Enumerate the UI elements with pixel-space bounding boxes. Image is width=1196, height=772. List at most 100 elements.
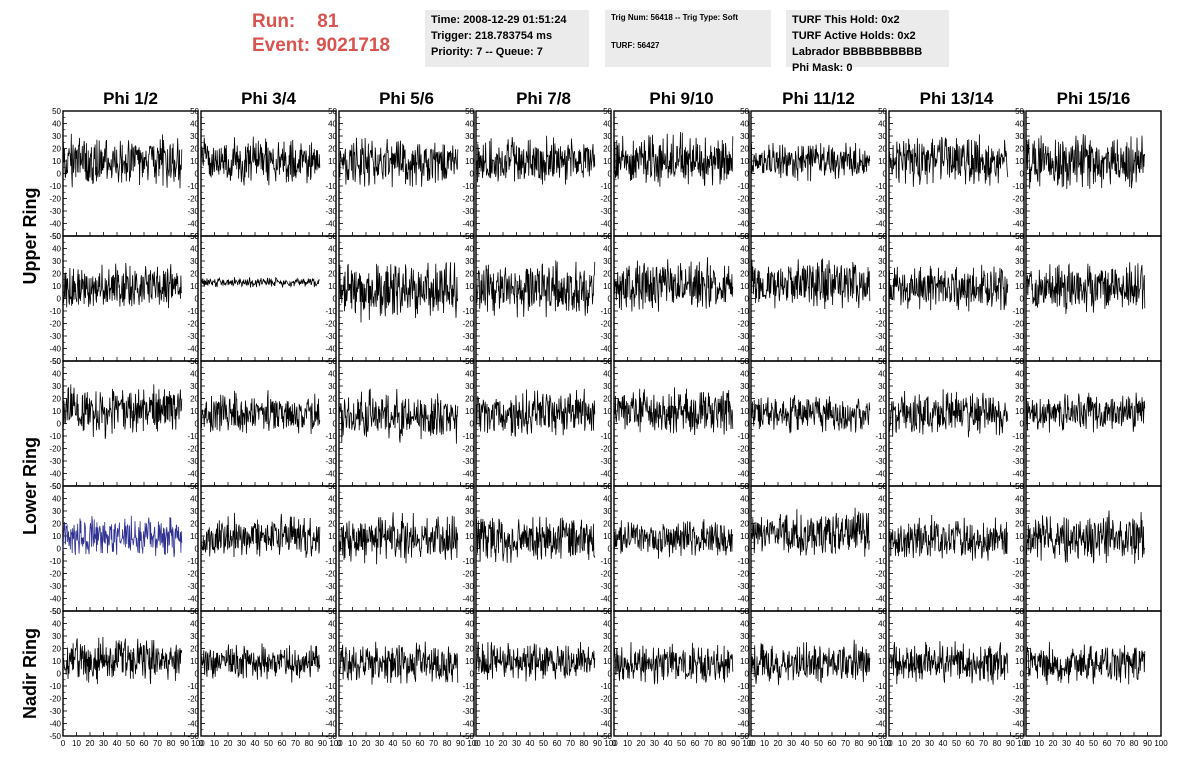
- event-line: Event: 9021718: [252, 34, 417, 58]
- y-tick-label: 30: [328, 257, 337, 266]
- y-tick-label: -10: [1012, 432, 1024, 441]
- y-tick-label: -30: [875, 457, 887, 466]
- y-tick-label: -30: [1012, 457, 1024, 466]
- y-tick-label: 20: [1015, 270, 1024, 279]
- x-tick-label: 80: [855, 739, 864, 748]
- y-tick-label: -40: [462, 345, 474, 354]
- y-tick-label: 10: [1015, 532, 1024, 541]
- y-tick-label: 0: [470, 545, 475, 554]
- y-tick-label: -10: [600, 557, 612, 566]
- waveform-trace: [475, 388, 596, 437]
- y-tick-label: 10: [190, 407, 199, 416]
- y-tick-label: 30: [52, 257, 61, 266]
- x-tick-label: 40: [113, 739, 122, 748]
- y-tick-label: -20: [325, 570, 337, 579]
- y-tick-label: 50: [328, 357, 337, 366]
- y-tick-label: -20: [49, 445, 61, 454]
- y-tick-label: 30: [740, 257, 749, 266]
- y-tick-label: 10: [52, 407, 61, 416]
- y-tick-label: 40: [878, 120, 887, 129]
- x-tick-label: 10: [348, 739, 357, 748]
- x-tick-label: 10: [210, 739, 219, 748]
- waveform-trace: [613, 387, 734, 436]
- trig-num-text: Trig Num: 56418 -- Trig Type: Soft: [611, 13, 738, 22]
- y-tick-label: -30: [187, 707, 199, 716]
- x-tick-label: 60: [278, 739, 287, 748]
- y-tick-label: 40: [603, 620, 612, 629]
- y-tick-label: 40: [328, 495, 337, 504]
- y-tick-label: -10: [875, 557, 887, 566]
- waveform-trace: [200, 276, 320, 288]
- x-tick-label: 10: [898, 739, 907, 748]
- y-tick-label: 0: [470, 170, 475, 179]
- y-tick-label: 0: [57, 545, 62, 554]
- waveform-trace: [888, 264, 1009, 312]
- run-label: Run:: [252, 11, 296, 32]
- x-tick-label: 90: [1143, 739, 1152, 748]
- y-tick-label: -20: [187, 445, 199, 454]
- y-tick-label: -40: [49, 470, 61, 479]
- y-tick-label: -30: [187, 332, 199, 341]
- x-tick-label: 100: [191, 739, 205, 748]
- y-tick-label: 0: [883, 670, 888, 679]
- x-tick-label: 0: [1024, 739, 1029, 748]
- y-tick-label: 0: [745, 295, 750, 304]
- y-tick-label: 40: [190, 495, 199, 504]
- y-tick-label: -10: [875, 682, 887, 691]
- y-tick-label: 40: [740, 620, 749, 629]
- x-tick-label: 60: [140, 739, 149, 748]
- y-tick-label: 50: [878, 482, 887, 491]
- y-tick-label: -20: [49, 195, 61, 204]
- y-tick-label: -30: [49, 707, 61, 716]
- y-tick-label: 20: [328, 645, 337, 654]
- x-tick-label: 40: [389, 739, 398, 748]
- y-tick-label: 0: [883, 295, 888, 304]
- y-tick-label: -20: [600, 695, 612, 704]
- waveform-trace: [338, 512, 459, 565]
- x-tick-label: 40: [251, 739, 260, 748]
- y-tick-label: 40: [603, 495, 612, 504]
- y-tick-label: -10: [187, 182, 199, 191]
- x-tick-label: 70: [429, 739, 438, 748]
- y-tick-label: -10: [600, 432, 612, 441]
- x-tick-label: 60: [966, 739, 975, 748]
- y-tick-label: 20: [740, 520, 749, 529]
- y-tick-label: -20: [325, 320, 337, 329]
- y-tick-label: -40: [600, 720, 612, 729]
- y-tick-label: 20: [603, 520, 612, 529]
- waveform-trace: [1025, 392, 1146, 433]
- y-tick-label: -40: [49, 345, 61, 354]
- y-tick-label: 30: [52, 132, 61, 141]
- y-tick-label: 30: [1015, 382, 1024, 391]
- y-tick-label: 10: [740, 532, 749, 541]
- y-tick-label: 20: [603, 270, 612, 279]
- y-tick-label: 30: [328, 382, 337, 391]
- y-tick-label: -30: [600, 582, 612, 591]
- x-tick-label: 70: [566, 739, 575, 748]
- panel-frame: [1025, 235, 1162, 362]
- y-tick-label: -20: [875, 320, 887, 329]
- y-tick-label: -40: [600, 595, 612, 604]
- y-tick-label: 30: [328, 507, 337, 516]
- y-tick-label: 40: [465, 120, 474, 129]
- y-tick-label: -10: [325, 182, 337, 191]
- y-tick-label: 40: [465, 495, 474, 504]
- y-tick-label: 30: [465, 382, 474, 391]
- y-tick-label: 40: [740, 370, 749, 379]
- time-info-panel: Time: 2008-12-29 01:51:24 Trigger: 218.7…: [425, 10, 589, 67]
- y-tick-label: 0: [608, 670, 613, 679]
- y-tick-label: 50: [52, 607, 61, 616]
- y-tick-label: 50: [52, 357, 61, 366]
- y-tick-label: -40: [1012, 470, 1024, 479]
- y-tick-label: -40: [187, 595, 199, 604]
- panel-frame: [750, 235, 887, 362]
- y-tick-label: -10: [462, 307, 474, 316]
- y-tick-label: -30: [462, 332, 474, 341]
- y-tick-label: 50: [878, 607, 887, 616]
- y-tick-label: -40: [49, 220, 61, 229]
- y-tick-label: -20: [600, 320, 612, 329]
- y-tick-label: -30: [325, 582, 337, 591]
- y-tick-label: 40: [878, 495, 887, 504]
- y-tick-label: -20: [325, 445, 337, 454]
